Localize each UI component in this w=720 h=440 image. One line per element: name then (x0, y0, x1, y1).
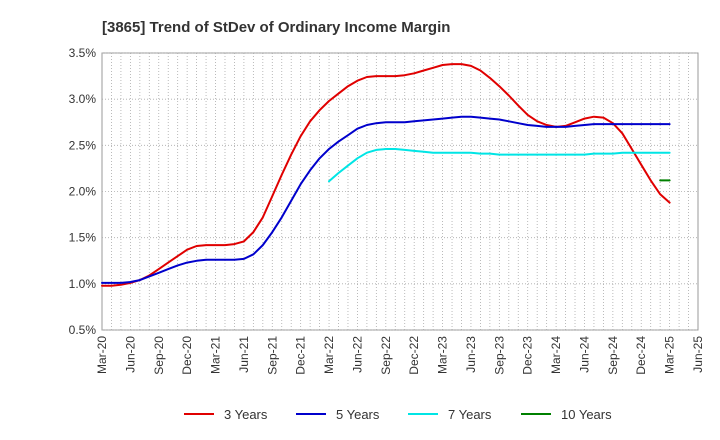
y-tick-label: 3.5% (69, 46, 97, 60)
legend-label-7-years: 7 Years (448, 407, 492, 422)
x-tick-label: Sep-23 (492, 336, 506, 375)
x-tick-label: Dec-23 (521, 336, 535, 375)
x-tick-label: Mar-25 (663, 336, 677, 374)
x-tick-label: Jun-24 (577, 336, 591, 373)
x-tick-label: Jun-22 (350, 336, 364, 373)
x-tick-label: Jun-25 (691, 336, 705, 373)
series-line-7-years (328, 148, 671, 183)
series-line-5-years (101, 115, 671, 284)
x-tick-label: Mar-24 (549, 336, 563, 374)
y-tick-label: 2.0% (69, 185, 97, 199)
x-tick-label: Mar-22 (322, 336, 336, 374)
x-tick-label: Mar-23 (436, 336, 450, 374)
y-tick-label: 2.5% (69, 138, 97, 152)
x-tick-label: Dec-21 (294, 336, 308, 375)
y-tick-label: 3.0% (69, 92, 97, 106)
x-tick-label: Mar-20 (95, 336, 109, 374)
x-tick-label: Dec-24 (634, 336, 648, 375)
x-tick-label: Sep-24 (606, 336, 620, 375)
legend-label-10-years: 10 Years (561, 407, 612, 422)
x-tick-label: Mar-21 (209, 336, 223, 374)
legend-label-3-years: 3 Years (224, 407, 268, 422)
x-tick-label: Sep-20 (152, 336, 166, 375)
grid (101, 52, 699, 331)
legend: 3 Years 5 Years 7 Years 10 Years (184, 407, 612, 422)
x-tick-label: Sep-21 (265, 336, 279, 375)
x-tick-label: Jun-23 (464, 336, 478, 373)
x-tick-label: Sep-22 (379, 336, 393, 375)
x-tick-label: Dec-22 (407, 336, 421, 375)
y-tick-label: 1.0% (69, 277, 97, 291)
legend-label-5-years: 5 Years (336, 407, 380, 422)
y-tick-label: 1.5% (69, 231, 97, 245)
x-tick-label: Dec-20 (180, 336, 194, 375)
chart-title: [3865] Trend of StDev of Ordinary Income… (102, 19, 450, 36)
x-tick-label: Jun-21 (237, 336, 251, 373)
axes: 0.5% 1.0% 1.5% 2.0% 2.5% 3.0% 3.5% Mar-20 Jun-20… (69, 46, 705, 375)
series-line-3-years (101, 63, 671, 287)
y-tick-label: 0.5% (69, 323, 97, 337)
series-lines (101, 63, 671, 287)
x-tick-label: Jun-20 (123, 336, 137, 373)
